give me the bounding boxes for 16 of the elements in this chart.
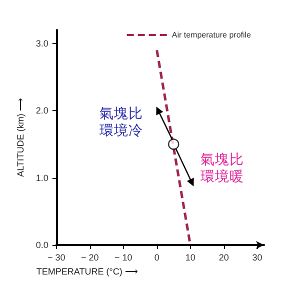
x-tick-label: 10 bbox=[185, 252, 196, 262]
y-tick-label: 0.0 bbox=[36, 240, 48, 250]
x-tick-label: − 10 bbox=[114, 252, 132, 262]
x-tick-label: − 30 bbox=[48, 252, 66, 262]
y-tick-label: 1.0 bbox=[36, 172, 48, 183]
annotation: 氣塊比環境暖 bbox=[200, 152, 245, 186]
x-tick-label: − 20 bbox=[81, 252, 99, 262]
x-tick-label: 20 bbox=[218, 252, 229, 262]
annotation: 氣塊比環境冷 bbox=[100, 106, 144, 140]
legend-label: Air temperature profile bbox=[172, 30, 252, 40]
y-tick-label: 3.0 bbox=[36, 38, 48, 48]
y-axis-title: ALTITUDE (km) ⟶ bbox=[16, 98, 26, 177]
y-tick-label: 2.0 bbox=[36, 106, 48, 116]
x-tick-label: 30 bbox=[252, 252, 262, 262]
x-axis-title: TEMPERATURE (°C) ⟶ bbox=[36, 266, 138, 276]
x-tick-label: 0 bbox=[154, 252, 160, 262]
